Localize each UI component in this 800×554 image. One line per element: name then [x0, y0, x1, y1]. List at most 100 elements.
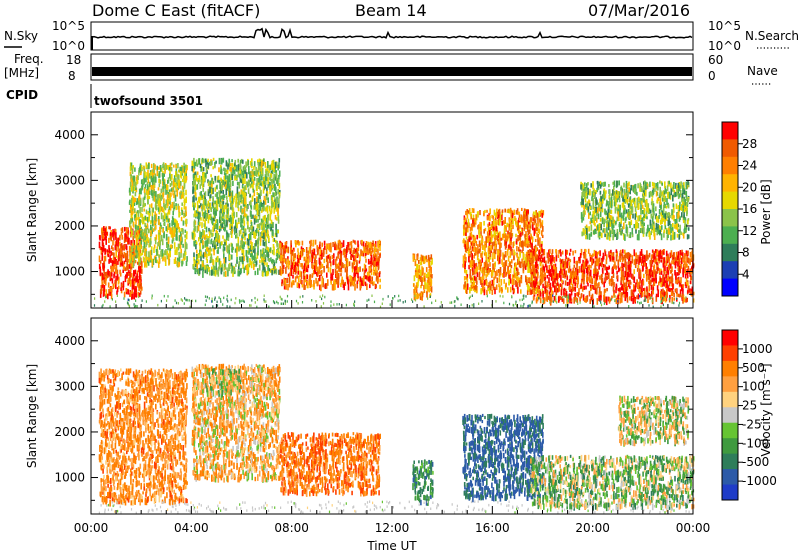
range-cell [158, 219, 160, 226]
range-cell [228, 177, 230, 183]
range-cell [249, 183, 252, 188]
range-cell [163, 222, 165, 226]
range-cell [207, 209, 210, 214]
range-cell [572, 267, 575, 272]
range-cell [233, 211, 235, 219]
range-cell [569, 248, 572, 252]
range-cell [598, 282, 600, 287]
range-cell [185, 206, 187, 213]
range-cell [115, 284, 117, 290]
range-cell [204, 234, 206, 241]
range-cell [487, 238, 490, 243]
range-cell [127, 271, 129, 276]
range-cell [233, 168, 236, 175]
range-cell [163, 203, 165, 208]
range-cell [513, 256, 515, 261]
range-cell [229, 196, 231, 202]
range-cell [684, 274, 687, 279]
range-cell [232, 170, 234, 176]
range-cell [279, 255, 281, 259]
range-cell [140, 264, 143, 271]
range-cell [223, 205, 226, 213]
range-cell [319, 253, 321, 259]
range-cell [235, 219, 237, 227]
range-cell [149, 204, 151, 208]
range-cell [204, 221, 206, 229]
range-cell [136, 179, 139, 184]
range-cell [261, 230, 263, 237]
range-cell [283, 258, 286, 263]
range-cell [419, 261, 422, 266]
range-cell [303, 263, 306, 267]
range-cell [520, 289, 522, 294]
range-cell [271, 203, 273, 209]
range-cell [104, 248, 107, 254]
range-cell [174, 257, 177, 264]
range-cell [329, 267, 332, 274]
range-cell [241, 170, 244, 175]
range-cell [219, 213, 222, 217]
range-cell [207, 247, 209, 252]
range-cell [277, 254, 280, 259]
range-cell [241, 260, 244, 265]
range-cell [368, 242, 371, 249]
range-cell [500, 242, 502, 248]
range-cell [203, 230, 205, 238]
range-cell [278, 269, 280, 275]
range-cell [261, 172, 264, 177]
range-cell [130, 206, 132, 212]
range-cell [492, 226, 495, 231]
range-cell [536, 212, 539, 218]
range-cell [205, 166, 208, 173]
range-cell [224, 219, 226, 226]
range-cell [181, 178, 184, 182]
range-cell [225, 214, 227, 219]
range-cell [127, 233, 129, 238]
range-cell [515, 280, 517, 285]
range-cell [236, 186, 239, 194]
range-cell [204, 191, 207, 197]
range-cell [280, 255, 282, 262]
range-cell [240, 229, 242, 235]
range-cell [209, 196, 211, 202]
range-cell [475, 262, 478, 267]
range-cell [308, 247, 311, 254]
range-cell [222, 190, 224, 195]
range-cell [179, 166, 181, 173]
range-cell [194, 172, 196, 179]
range-cell [275, 208, 278, 212]
range-cell [260, 189, 262, 196]
range-cell [202, 240, 204, 246]
range-cell [150, 255, 152, 260]
range-cell [247, 245, 250, 250]
range-cell [149, 242, 151, 246]
range-cell [354, 255, 357, 262]
range-cell [173, 231, 176, 237]
range-cell [139, 226, 141, 234]
range-cell [133, 198, 135, 203]
range-cell [501, 233, 504, 241]
range-cell [504, 234, 506, 238]
range-cell [186, 256, 188, 262]
range-cell [339, 258, 341, 266]
range-cell [305, 256, 307, 261]
range-cell [120, 290, 123, 294]
range-cell [136, 229, 138, 236]
range-cell [332, 260, 334, 266]
range-cell [467, 210, 470, 214]
range-cell [137, 233, 140, 238]
range-cell [273, 201, 275, 209]
freq-label: Freq. [14, 52, 44, 66]
range-cell [201, 203, 204, 211]
range-cell [346, 270, 348, 276]
range-cell [109, 287, 112, 292]
range-cell [222, 248, 225, 252]
range-cell [279, 189, 281, 194]
range-cell [478, 228, 481, 236]
range-cell [225, 180, 227, 185]
range-cell [132, 280, 134, 284]
range-cell [222, 244, 225, 249]
range-cell [177, 257, 179, 261]
range-cell [481, 244, 484, 250]
range-cell [145, 164, 148, 168]
